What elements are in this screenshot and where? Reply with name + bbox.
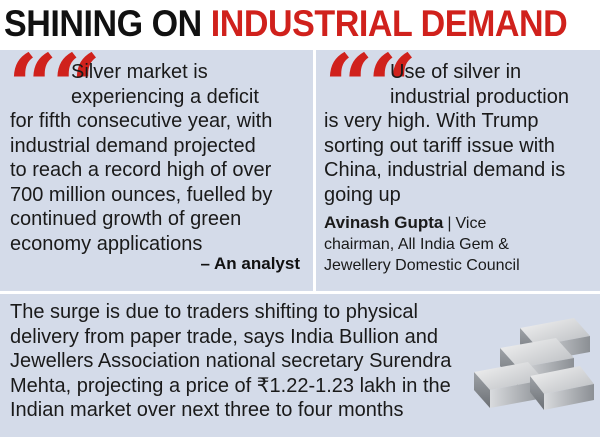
left-quote-attribution: – An analyst — [200, 254, 300, 273]
right-quote-panel — [316, 50, 600, 291]
right-quote-attribution: Avinash Gupta | Vice chairman, All India G… — [324, 213, 520, 274]
left-quote-text-first: Silver market is experiencing a deficit — [71, 61, 259, 108]
bottom-info-text: The surge is due to traders shifting to … — [10, 301, 452, 421]
silver-bars-icon — [474, 318, 594, 410]
headline: SHINING ON INDUSTRIAL DEMAND — [4, 2, 568, 46]
attribution-title: Vice — [455, 215, 487, 232]
headline-part-red: INDUSTRIAL DEMAND — [210, 3, 568, 44]
right-quote-text-first: Use of silver in industrial production — [390, 61, 569, 108]
attribution-name: Avinash Gupta — [324, 213, 444, 232]
quote-mark-icon: ““ — [324, 36, 417, 137]
headline-part-black: SHINING ON — [4, 3, 211, 44]
left-quote-panel — [0, 50, 313, 291]
quote-mark-icon: ““ — [8, 36, 101, 137]
attribution-separator: | — [447, 215, 452, 232]
right-quote-text-rest: is very high. With Trump sorting out tar… — [324, 110, 566, 206]
left-quote-text-rest: for fifth consecutive year, with industr… — [10, 110, 273, 255]
